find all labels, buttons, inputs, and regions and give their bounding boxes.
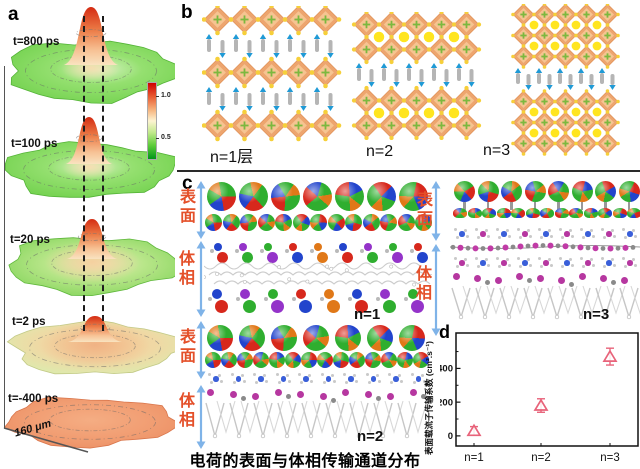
vertical-double-arrow <box>431 244 441 336</box>
halide-dots-n2 <box>207 389 433 403</box>
surface-plot-t2 <box>6 316 175 375</box>
colorbar <box>147 82 157 160</box>
section-label-n1: n=1 <box>354 306 381 323</box>
surface-orbitals-n3 <box>454 181 640 210</box>
vertical-double-arrow <box>196 321 206 379</box>
bulk-label-n1: 体相 <box>176 250 193 288</box>
colorbar-tick-high: 1.0 <box>161 92 171 99</box>
bulk-orbitals-n1-top <box>210 243 435 267</box>
scale-axis-line <box>3 427 89 453</box>
scatter-plot: 0 200 400 n=1 n=2 n=3 <box>440 332 639 464</box>
dashed-guideline-left <box>83 16 85 331</box>
structure-label-n3: n=3 <box>483 142 511 159</box>
colorbar-tick-mark <box>156 96 159 98</box>
perovskite-structure-n3 <box>511 4 620 156</box>
surface-plot-t800 <box>10 7 175 104</box>
svg-text:0: 0 <box>448 431 453 442</box>
bulk-orbitals-n1-bottom <box>208 289 432 317</box>
panel-divider <box>177 170 640 172</box>
bulk-arrow-n3 <box>430 244 442 336</box>
svg-text:400: 400 <box>440 364 453 375</box>
surface-label-n3: 表面 <box>414 191 431 229</box>
perovskite-structure-n2 <box>351 12 482 140</box>
dashed-guideline-right <box>102 16 104 331</box>
vertical-double-arrow <box>196 385 206 449</box>
surface-arrow-n3 <box>430 181 442 241</box>
organic-layer-n1 <box>204 262 432 287</box>
panel-letter-b: b <box>181 2 193 23</box>
molecule-row-n2 <box>206 371 431 387</box>
svg-text:n=2: n=2 <box>531 452 551 464</box>
halide-dots-n3 <box>453 273 640 287</box>
vertical-double-arrow <box>431 181 441 241</box>
surface-orbitals-dense-n2 <box>205 352 429 370</box>
surface-arrow-n2 <box>195 321 207 379</box>
atom-chain-n3 <box>450 242 640 252</box>
bulk-arrow-n2 <box>195 385 207 449</box>
panel-letter-d: d <box>439 322 450 342</box>
y-axis-label: 表面载流子传输系数 (cm².s⁻¹) <box>424 340 434 456</box>
svg-text:200: 200 <box>440 397 453 408</box>
svg-text:n=3: n=3 <box>600 452 620 464</box>
panel-letter-c: c <box>182 173 193 194</box>
time-label: t=-400 ps <box>8 393 59 405</box>
surface-label-n1: 表面 <box>177 188 194 226</box>
vertical-double-arrow <box>196 181 206 239</box>
surface-arrow-n1 <box>195 181 207 239</box>
time-label: t=20 ps <box>10 234 50 246</box>
section-label-n2: n=2 <box>357 428 384 445</box>
time-label: t=800 ps <box>13 36 60 48</box>
perovskite-structure-n1 <box>202 6 342 142</box>
surface-orbitals-dense-n1 <box>205 214 433 232</box>
colorbar-tick-low: 0.5 <box>161 134 171 141</box>
molecule-row-n3-a <box>452 226 640 242</box>
vertical-double-arrow <box>196 241 206 317</box>
vertical-axis-line <box>4 66 5 428</box>
colorbar-tick-mark <box>156 138 159 140</box>
molecule-row-n3-b <box>452 255 640 271</box>
panel-letter-a: a <box>8 4 19 25</box>
surface-orbitals-n1 <box>207 182 431 211</box>
time-label: t=2 ps <box>12 316 46 328</box>
panel-c-caption: 电荷的表面与体相传输通道分布 <box>189 453 421 469</box>
surface-label-n2: 表面 <box>177 328 194 366</box>
surface-orbitals-n2 <box>207 325 431 351</box>
svg-text:n=1: n=1 <box>464 452 484 464</box>
structure-label-n1: n=1层 <box>210 149 254 166</box>
organic-chains-n2 <box>205 400 428 439</box>
section-label-n3: n=3 <box>583 306 610 323</box>
surface-plot-t20 <box>8 219 175 297</box>
bulk-label-n2: 体相 <box>176 392 193 430</box>
structure-label-n2: n=2 <box>366 143 394 160</box>
surface-plot-t-400 <box>3 396 175 449</box>
time-label: t=100 ps <box>11 138 58 150</box>
organic-chains-n3 <box>451 285 640 320</box>
bulk-arrow-n1 <box>195 241 207 317</box>
surface-orbitals-dense-n3 <box>453 208 640 226</box>
bulk-label-n3: 体相 <box>413 265 430 303</box>
